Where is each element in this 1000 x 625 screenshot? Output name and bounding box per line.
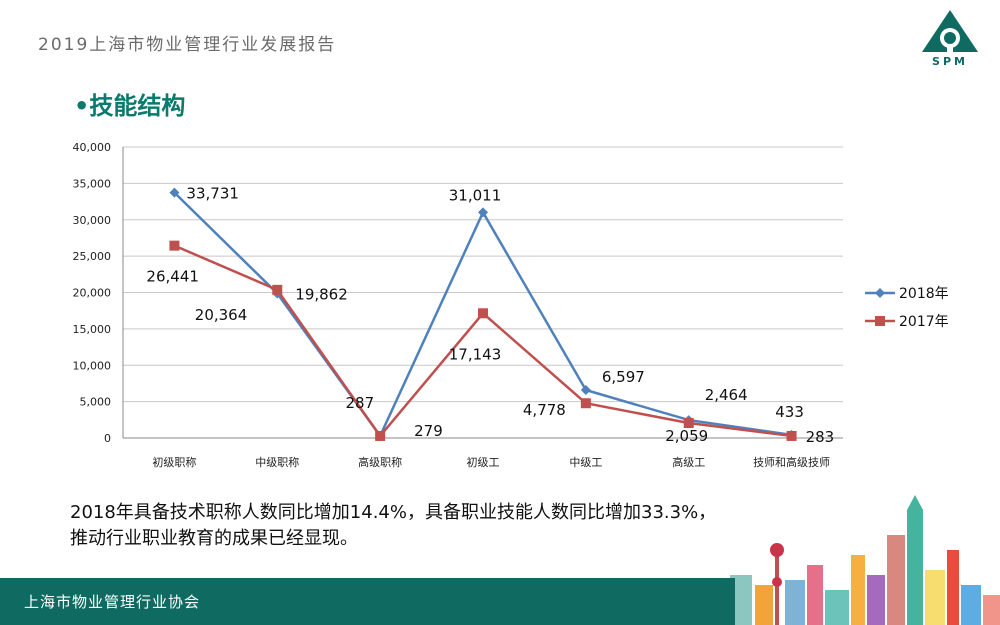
data-point-diamond	[875, 288, 885, 298]
data-label-2018: 433	[775, 403, 804, 421]
chart-data-labels: 33,731 19,862 287 31,011 6,597 2,464 433 26,441…	[146, 185, 834, 446]
data-label-2018: 31,011	[449, 186, 502, 204]
footer-organization: 上海市物业管理行业协会	[24, 593, 201, 611]
data-point-square	[169, 240, 180, 251]
x-tick-label: 中级职称	[255, 455, 299, 469]
data-point-diamond	[478, 207, 488, 218]
chart-legend: 2018年 2017年	[865, 286, 949, 330]
y-axis: 0 5,000 10,000 15,000 20,000 25,000 30,000 35,0…	[73, 141, 124, 445]
data-point-square	[272, 284, 283, 295]
data-label-2017: 17,143	[449, 345, 502, 363]
spm-logo: SPM	[922, 10, 978, 68]
y-tick-label: 40,000	[73, 141, 112, 154]
data-point-diamond	[169, 187, 180, 198]
data-point-square	[478, 308, 488, 319]
svg-text:SPM: SPM	[932, 55, 968, 68]
y-tick-label: 25,000	[73, 250, 112, 263]
summary-line-2: 推动行业职业教育的成果已经显现。	[70, 528, 358, 549]
legend-label: 2017年	[899, 314, 949, 330]
x-tick-label: 初级职称	[152, 455, 196, 469]
x-tick-label: 技师和高级技师	[753, 455, 830, 469]
data-point-square	[375, 430, 386, 441]
x-tick-label: 高级工	[672, 455, 705, 469]
footer-bar: 上海市物业管理行业协会	[0, 578, 735, 625]
data-label-2018: 19,862	[295, 286, 348, 304]
data-label-2018: 33,731	[186, 185, 239, 203]
legend-label: 2018年	[899, 286, 949, 302]
data-label-2018: 6,597	[602, 368, 645, 386]
y-tick-label: 5,000	[80, 396, 112, 409]
summary-line-1: 2018年具备技术职称人数同比增加14.4%，具备职业技能人数同比增加33.3%…	[70, 502, 717, 523]
series-line-2017	[173, 244, 792, 439]
y-tick-label: 15,000	[73, 323, 112, 336]
data-point-square	[580, 398, 591, 409]
y-tick-label: 30,000	[73, 214, 112, 227]
x-tick-label: 中级工	[569, 456, 602, 469]
data-label-2018: 2,464	[705, 386, 748, 404]
chart-gridlines	[123, 146, 843, 439]
x-tick-label: 高级职称	[358, 455, 402, 469]
data-point-diamond	[580, 385, 591, 396]
data-point-square	[683, 418, 694, 429]
section-title: •技能结构	[74, 92, 186, 120]
data-label-2017: 283	[806, 428, 835, 446]
data-point-square	[786, 430, 797, 441]
data-label-2018: 287	[346, 394, 375, 412]
data-label-2017: 26,441	[146, 268, 199, 286]
report-title: 2019上海市物业管理行业发展报告	[38, 35, 337, 55]
chart-series	[169, 187, 797, 441]
data-point-square	[875, 316, 885, 326]
data-label-2017: 279	[414, 422, 443, 440]
x-axis: 初级职称 中级职称 高级职称 初级工 中级工 高级工 技师和高级技师	[152, 455, 830, 469]
summary-text: 2018年具备技术职称人数同比增加14.4%，具备职业技能人数同比增加33.3%…	[70, 500, 830, 552]
y-tick-label: 20,000	[73, 287, 112, 300]
y-tick-label: 0	[104, 432, 111, 445]
y-tick-label: 10,000	[73, 359, 112, 372]
skill-structure-chart: 0 5,000 10,000 15,000 20,000 25,000 30,000 35,0…	[73, 141, 949, 469]
data-label-2017: 2,059	[665, 427, 708, 445]
x-tick-label: 初级工	[467, 455, 500, 469]
y-tick-label: 35,000	[73, 177, 112, 190]
data-label-2017: 20,364	[195, 306, 248, 324]
city-skyline-illustration	[730, 495, 1000, 625]
data-label-2017: 4,778	[523, 401, 566, 419]
